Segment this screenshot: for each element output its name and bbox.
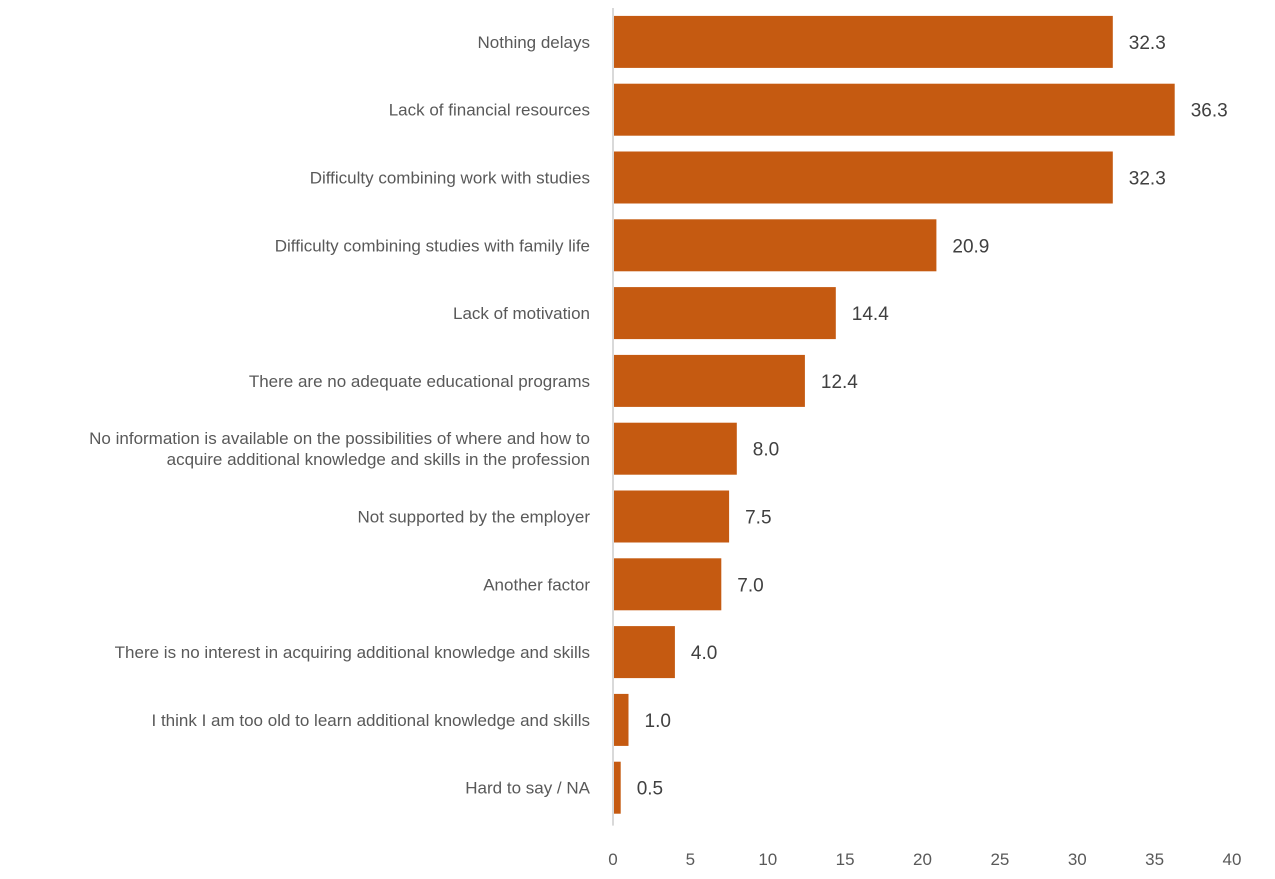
category-label: I think I am too old to learn additional… [152,711,590,730]
value-label: 1.0 [645,711,671,732]
x-tick-label: 35 [1145,850,1164,869]
value-label: 32.3 [1129,33,1166,54]
category-labels-group: Nothing delays Lack of financial resource… [89,33,590,798]
bar [613,761,621,814]
category-label: There is no interest in acquiring additi… [115,643,590,662]
category-label: Lack of financial resources [389,101,590,120]
bar [613,558,722,611]
x-tick-label: 30 [1068,850,1087,869]
x-tick-label: 15 [836,850,855,869]
category-label: No information is available on the possi… [89,429,590,469]
bar [613,219,937,272]
x-tick-label: 40 [1223,850,1242,869]
category-label: There are no adequate educational progra… [249,372,590,391]
x-tick-labels-group: 0 5 10 15 20 25 30 35 40 [608,850,1241,869]
category-label: Difficulty combining work with studies [310,169,590,188]
bar [613,151,1113,204]
bar [613,490,730,543]
bar [613,287,836,340]
x-tick-label: 10 [758,850,777,869]
bar [613,15,1113,68]
category-label: Another factor [483,575,590,594]
value-labels-group: 32.3 36.3 32.3 20.9 14.4 12.4 8.0 7.5 7.0 4.0 1.0 0… [637,33,1228,800]
category-label: Lack of motivation [453,304,590,323]
value-label: 7.5 [745,508,771,529]
value-label: 20.9 [952,236,989,257]
x-tick-label: 5 [686,850,695,869]
category-label: Hard to say / NA [465,779,590,798]
value-label: 36.3 [1191,101,1228,122]
x-tick-label: 20 [913,850,932,869]
value-label: 32.3 [1129,169,1166,190]
bar [613,626,675,679]
value-label: 7.0 [737,575,763,596]
bar [613,693,629,746]
x-tick-label: 25 [990,850,1009,869]
value-label: 8.0 [753,440,779,461]
bar [613,83,1175,136]
category-label: Nothing delays [478,33,590,52]
value-label: 4.0 [691,643,717,664]
value-label: 12.4 [821,372,858,393]
value-label: 14.4 [852,304,889,325]
category-label: Difficulty combining studies with family… [275,236,590,255]
bar [613,354,805,407]
bar [613,422,737,475]
bars-group [613,15,1175,814]
value-label: 0.5 [637,779,663,800]
x-tick-label: 0 [608,850,617,869]
category-label: Not supported by the employer [358,508,591,527]
